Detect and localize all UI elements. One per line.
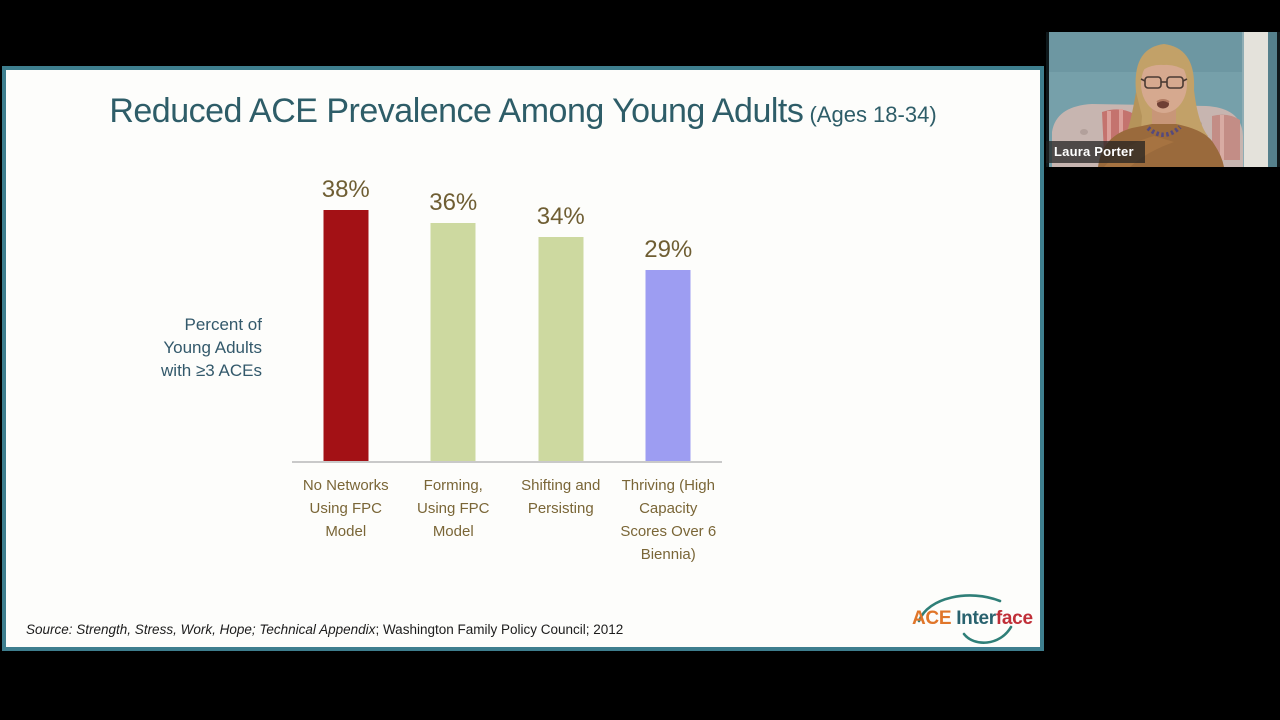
logo-text-inter: Inter: [956, 608, 996, 629]
bar-column: 29%: [615, 206, 723, 461]
logo-text: ACE Interface: [912, 608, 1033, 630]
y-axis-label: Percent of Young Adults with ≥3 ACEs: [144, 313, 262, 382]
wall-right-sliver: [1268, 32, 1277, 167]
bar-category-label: No Networks Using FPC Model: [302, 477, 389, 540]
bar-column: 34%: [507, 203, 615, 461]
bar-category-label: Thriving (High Capacity Scores Over 6 Bi…: [620, 477, 717, 563]
slide-title-suffix: (Ages 18-34): [803, 102, 937, 127]
left-edge-shadow: [1046, 32, 1049, 167]
presentation-slide: Reduced ACE Prevalence Among Young Adult…: [2, 66, 1044, 651]
right-edge-shadow: [1277, 32, 1280, 167]
bar: [538, 237, 584, 461]
logo-top-arc-icon: [917, 594, 1002, 623]
bar-value-label: 34%: [536, 203, 585, 230]
bar-value-label: 36%: [429, 189, 478, 216]
bar-category-label: Forming, Using FPC Model: [416, 477, 490, 540]
y-axis-label-line1: Percent of: [184, 315, 263, 334]
slide-title-main: Reduced ACE Prevalence Among Young Adult…: [109, 92, 804, 130]
source-citation: Source: Strength, Stress, Work, Hope; Te…: [26, 622, 623, 637]
category-label-row: No Networks Using FPC Model Forming, Usin…: [292, 474, 722, 566]
hair-fringe: [1140, 50, 1188, 72]
source-citation-italic: Source: Strength, Stress, Work, Hope; Te…: [26, 622, 376, 637]
logo-arcs-icon: [917, 594, 1013, 644]
bar: [430, 223, 476, 461]
slide-title: Reduced ACE Prevalence Among Young Adult…: [6, 92, 1040, 131]
bar-column: 36%: [400, 189, 508, 461]
source-citation-regular: ; Washington Family Policy Council; 2012: [375, 622, 624, 637]
logo-text-ace: ACE: [912, 608, 952, 629]
upper-lip: [1156, 99, 1170, 103]
door-trim: [1244, 32, 1268, 167]
glasses-icon: [1140, 76, 1188, 89]
bar: [645, 270, 691, 461]
x-axis-line: [292, 461, 722, 463]
y-axis-label-line2: Young Adults: [163, 338, 262, 357]
bar-value-label: 29%: [644, 236, 693, 263]
mouth: [1157, 99, 1169, 109]
logo-bottom-arc-icon: [962, 625, 1013, 644]
bar-value-label: 38%: [321, 176, 370, 203]
y-axis-label-line3: with ≥3 ACEs: [161, 361, 262, 380]
bar-category-label: Shifting and Persisting: [521, 477, 601, 517]
logo-text-face: face: [995, 608, 1033, 629]
striped-pillow-right: [1212, 114, 1240, 160]
bar-chart-plot-area: 38% 36% 34% 29%: [292, 176, 723, 461]
participant-name-tag: Laura Porter: [1046, 141, 1145, 163]
bar: [323, 210, 369, 461]
webcam-video-tile[interactable]: Laura Porter: [1046, 32, 1280, 167]
face: [1141, 55, 1187, 113]
bar-column: 38%: [292, 176, 400, 461]
door-trim-shadow: [1242, 32, 1244, 167]
ace-interface-logo: ACE Interface: [912, 591, 1033, 645]
